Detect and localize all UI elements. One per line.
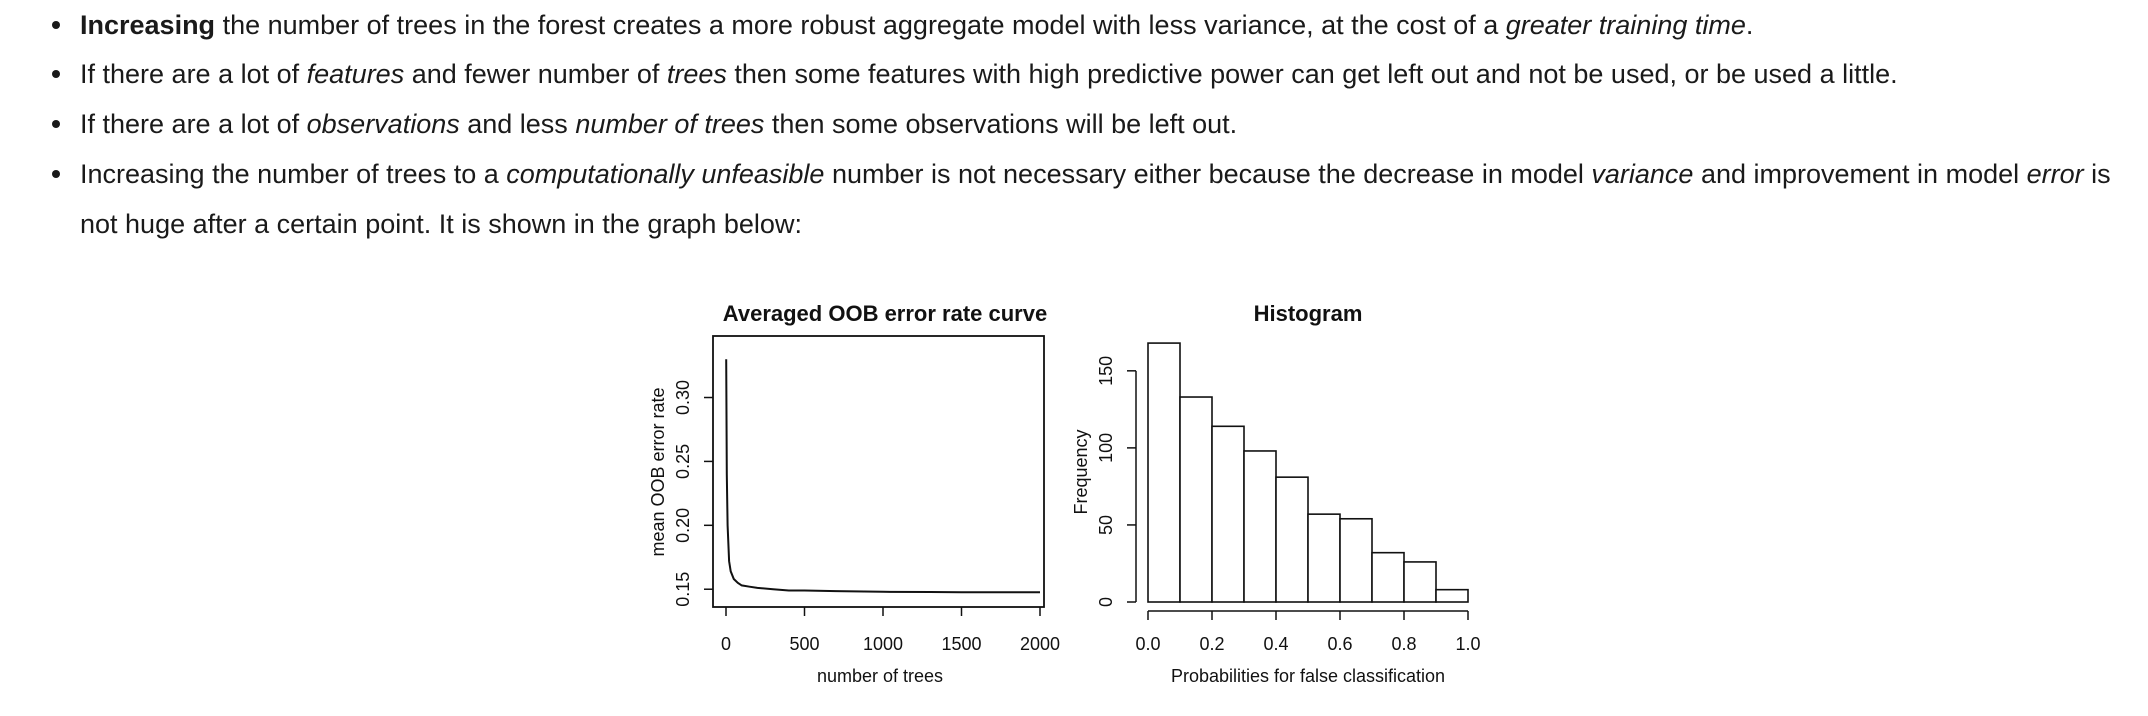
y-tick-label: 0.15 [673, 572, 693, 607]
text-run: . [1745, 10, 1754, 40]
y-tick-label: 0.20 [673, 508, 693, 543]
text-run: Increasing [80, 10, 216, 40]
x-axis-label: Probabilities for false classification [1171, 666, 1445, 686]
histogram-bar [1211, 425, 1245, 603]
histogram-bar [1403, 561, 1437, 603]
figure: Averaged OOB error rate curve 0 500 1000 15… [640, 292, 1520, 697]
series-line [725, 359, 1040, 594]
histogram-bar [1307, 513, 1341, 603]
y-tick-label: 100 [1096, 433, 1116, 463]
text-run: trees [666, 59, 727, 89]
x-tick-label: 1000 [863, 634, 903, 654]
histogram-bar [1147, 342, 1181, 603]
x-tick-label: 0 [721, 634, 731, 654]
y-tick-label: 0.30 [673, 380, 693, 415]
histogram-bar [1179, 396, 1213, 603]
text-run: If there are a lot of [80, 59, 307, 89]
x-tick-label: 0.0 [1135, 634, 1160, 654]
text-run: Increasing the number of trees to a [80, 159, 507, 189]
text-run: computationally unfeasible [506, 159, 825, 189]
x-tick-label: 2000 [1020, 634, 1060, 654]
histogram-bar [1275, 476, 1309, 603]
chart-title: Histogram [1254, 301, 1363, 326]
text-run: greater training time [1505, 10, 1746, 40]
text-run: features [306, 59, 405, 89]
text-run: and fewer number of [404, 59, 667, 89]
bullet-dot [52, 21, 60, 29]
bullet-text: If there are a lot of observations and l… [80, 109, 1237, 139]
x-tick-label: 1.0 [1455, 634, 1480, 654]
bullet-text: If there are a lot of features and fewer… [80, 59, 1898, 89]
plot-box [712, 335, 1045, 608]
text-run: and less [459, 109, 576, 139]
y-tick-label: 0.25 [673, 444, 693, 479]
x-tick-label: 500 [789, 634, 819, 654]
x-axis-label: number of trees [817, 666, 943, 686]
text-run: then some observations will be left out. [764, 109, 1238, 139]
bullet-item: If there are a lot of observations and l… [52, 99, 2130, 149]
histogram-bar [1435, 588, 1469, 603]
y-axis-label: mean OOB error rate [648, 387, 668, 556]
text-run: is not huge after a certain point. It is… [80, 159, 2111, 239]
histogram-plot: Histogram 0.0 0.2 0.4 0.6 0.8 1.0 0 50 100 150 P… [1071, 301, 1481, 686]
bullet-dot [52, 120, 60, 128]
bullet-item: Increasing the number of trees to a comp… [52, 149, 2130, 249]
x-tick-label: 0.6 [1327, 634, 1352, 654]
bullet-dot [52, 170, 60, 178]
bullet-item: If there are a lot of features and fewer… [52, 49, 2130, 99]
y-axis-label: Frequency [1071, 429, 1091, 514]
histogram-bar [1339, 517, 1373, 603]
text-run: observations [306, 109, 460, 139]
text-run: number of trees [575, 109, 765, 139]
bullet-text: Increasing the number of trees to a comp… [80, 159, 2111, 239]
oob-error-plot: Averaged OOB error rate curve 0 500 1000 15… [648, 301, 1060, 686]
y-tick-label: 0 [1096, 597, 1116, 607]
x-tick-label: 0.8 [1391, 634, 1416, 654]
x-tick-label: 0.4 [1263, 634, 1288, 654]
bullet-text: Increasing the number of trees in the fo… [80, 10, 1753, 40]
text-run: number is not necessary either because t… [824, 159, 1592, 189]
histogram-bar [1243, 450, 1277, 603]
bullet-item: Increasing the number of trees in the fo… [52, 0, 2130, 50]
y-tick-label: 150 [1096, 356, 1116, 386]
text-run: If there are a lot of [80, 109, 307, 139]
histogram-bar [1371, 551, 1405, 603]
x-tick-label: 0.2 [1199, 634, 1224, 654]
text-run: and improvement in model [1693, 159, 2027, 189]
y-tick-label: 50 [1096, 515, 1116, 535]
figure-svg: Averaged OOB error rate curve 0 500 1000 15… [648, 301, 1481, 686]
text-run: error [2026, 159, 2084, 189]
bullet-dot [52, 70, 60, 78]
chart-title: Averaged OOB error rate curve [723, 301, 1047, 326]
text-run: the number of trees in the forest create… [215, 10, 1506, 40]
text-run: variance [1591, 159, 1694, 189]
x-tick-label: 1500 [941, 634, 981, 654]
text-run: then some features with high predictive … [726, 59, 1898, 89]
